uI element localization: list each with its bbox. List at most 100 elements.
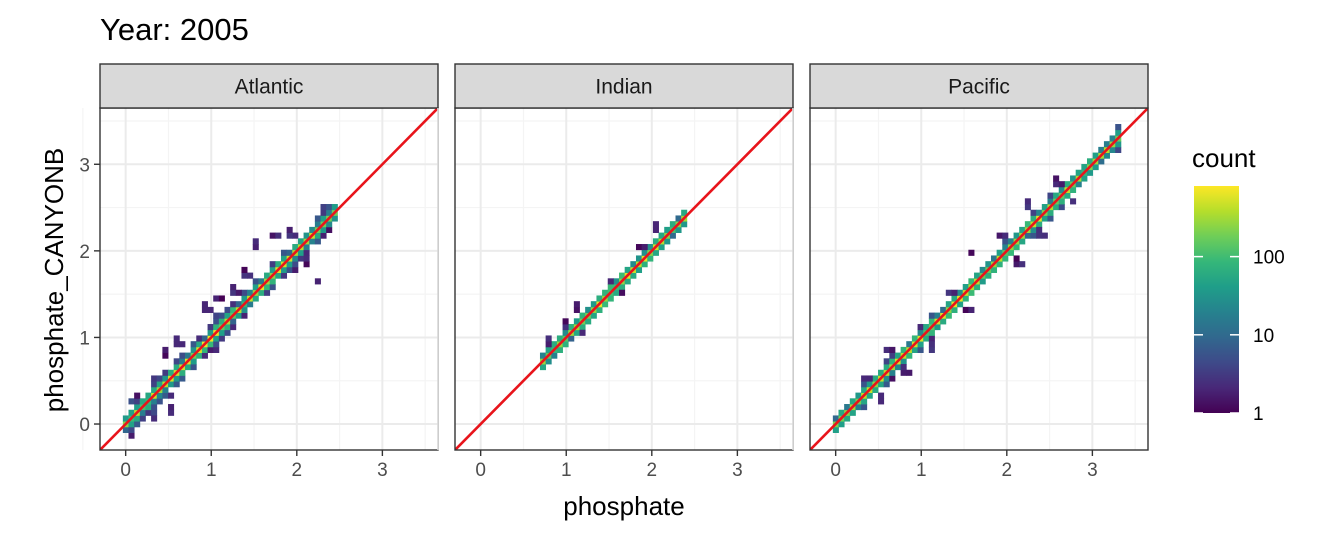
heatmap-bin bbox=[286, 232, 293, 239]
heatmap-bin bbox=[1007, 238, 1014, 245]
heatmap-bin bbox=[562, 341, 569, 348]
heatmap-bin bbox=[201, 335, 208, 342]
x-tick-label: 0 bbox=[830, 460, 841, 481]
heatmap-bin bbox=[883, 381, 890, 388]
heatmap-bin bbox=[1109, 135, 1116, 142]
heatmap-bin bbox=[1013, 261, 1020, 268]
heatmap-bin bbox=[641, 244, 648, 251]
heatmap-bin bbox=[906, 369, 913, 376]
heatmap-bin bbox=[309, 238, 316, 245]
heatmap-bin bbox=[872, 375, 879, 382]
heatmap-bin bbox=[303, 232, 310, 239]
heatmap-bin bbox=[974, 284, 981, 291]
heatmap-bin bbox=[669, 221, 676, 228]
heatmap-bin bbox=[134, 404, 141, 411]
heatmap-bin bbox=[320, 232, 327, 239]
heatmap-bin bbox=[545, 341, 552, 348]
heatmap-bin bbox=[241, 289, 248, 296]
heatmap-bin bbox=[962, 295, 969, 302]
heatmap-bin bbox=[849, 398, 856, 405]
heatmap-bin bbox=[1115, 129, 1122, 136]
heatmap-bin bbox=[568, 335, 575, 342]
heatmap-bin bbox=[883, 358, 890, 365]
heatmap-bin bbox=[1064, 192, 1071, 199]
heatmap-bin bbox=[647, 244, 654, 251]
facet-strip-label: Atlantic bbox=[235, 76, 304, 99]
heatmap-bin bbox=[173, 375, 180, 382]
heatmap-bin bbox=[585, 306, 592, 313]
heatmap-bin bbox=[861, 381, 868, 388]
heatmap-bin bbox=[230, 301, 237, 308]
heatmap-bin bbox=[292, 266, 299, 273]
heatmap-bin bbox=[258, 289, 265, 296]
heatmap-bin bbox=[151, 404, 158, 411]
heatmap-bin bbox=[1024, 204, 1031, 211]
heatmap-bin bbox=[602, 301, 609, 308]
heatmap-bin bbox=[213, 318, 220, 325]
heatmap-bin bbox=[681, 221, 688, 228]
heatmap-bin bbox=[855, 404, 862, 411]
heatmap-bin bbox=[1013, 232, 1020, 239]
heatmap-bin bbox=[201, 346, 208, 353]
heatmap-bin bbox=[201, 301, 208, 308]
heatmap-bin bbox=[539, 352, 547, 359]
heatmap-bin bbox=[945, 289, 952, 296]
heatmap-bin bbox=[664, 238, 671, 245]
heatmap-bin bbox=[151, 386, 158, 393]
heatmap-bin bbox=[128, 398, 135, 405]
heatmap-bin bbox=[1024, 221, 1031, 228]
heatmap-bin bbox=[596, 306, 603, 313]
heatmap-bin bbox=[652, 221, 659, 228]
heatmap-bin bbox=[928, 312, 935, 319]
x-tick-label: 1 bbox=[561, 460, 572, 481]
heatmap-bin bbox=[1115, 141, 1122, 148]
heatmap-bin bbox=[275, 261, 282, 268]
heatmap-bin bbox=[162, 369, 169, 376]
heatmap-bin bbox=[207, 306, 214, 313]
heatmap-bin bbox=[122, 426, 129, 433]
heatmap-bin bbox=[585, 318, 592, 325]
heatmap-bin bbox=[218, 329, 225, 336]
heatmap-bin bbox=[326, 226, 333, 233]
heatmap-bin bbox=[951, 295, 958, 302]
heatmap-bin bbox=[590, 312, 597, 319]
heatmap-bin bbox=[681, 209, 688, 216]
heatmap-bin bbox=[168, 404, 175, 411]
heatmap-bin bbox=[957, 289, 964, 296]
heatmap-bin bbox=[269, 284, 276, 291]
heatmap-bin bbox=[979, 266, 986, 273]
heatmap-bin bbox=[247, 272, 254, 279]
heatmap-bin bbox=[331, 204, 338, 211]
heatmap-bin bbox=[878, 398, 885, 405]
gridlines bbox=[82, 108, 438, 450]
heatmap-bin bbox=[1081, 175, 1088, 182]
heatmap-bin bbox=[235, 289, 242, 296]
heatmap-bin bbox=[128, 409, 135, 416]
heatmap-bin bbox=[1092, 164, 1099, 171]
heatmap-bin bbox=[1053, 181, 1060, 188]
heatmap-bin bbox=[213, 335, 220, 342]
heatmap-bin bbox=[866, 381, 873, 388]
heatmap-bin bbox=[184, 364, 192, 371]
heatmap-bin bbox=[957, 301, 964, 308]
heatmap-bin bbox=[838, 421, 845, 428]
heatmap-bin bbox=[252, 278, 259, 285]
heatmap-bin bbox=[286, 261, 293, 268]
heatmap-bin bbox=[1070, 198, 1077, 205]
heatmap-bin bbox=[134, 421, 141, 428]
heatmap-bin bbox=[196, 352, 203, 359]
x-tick-label: 2 bbox=[292, 460, 303, 481]
heatmap-bin bbox=[635, 255, 643, 262]
heatmap-bin bbox=[928, 335, 935, 342]
heatmap-bin bbox=[675, 226, 682, 233]
heatmap-bin bbox=[151, 415, 158, 422]
heatmap-bin bbox=[861, 375, 868, 382]
legend-title: count bbox=[1192, 143, 1256, 173]
heatmap-bin bbox=[190, 358, 197, 365]
x-tick-label: 3 bbox=[1087, 460, 1098, 481]
x-tick-label: 1 bbox=[916, 460, 927, 481]
heatmap-bin bbox=[247, 289, 254, 296]
heatmap-bin bbox=[139, 415, 146, 422]
identity-line bbox=[455, 108, 793, 450]
heatmap-bin bbox=[985, 261, 992, 268]
